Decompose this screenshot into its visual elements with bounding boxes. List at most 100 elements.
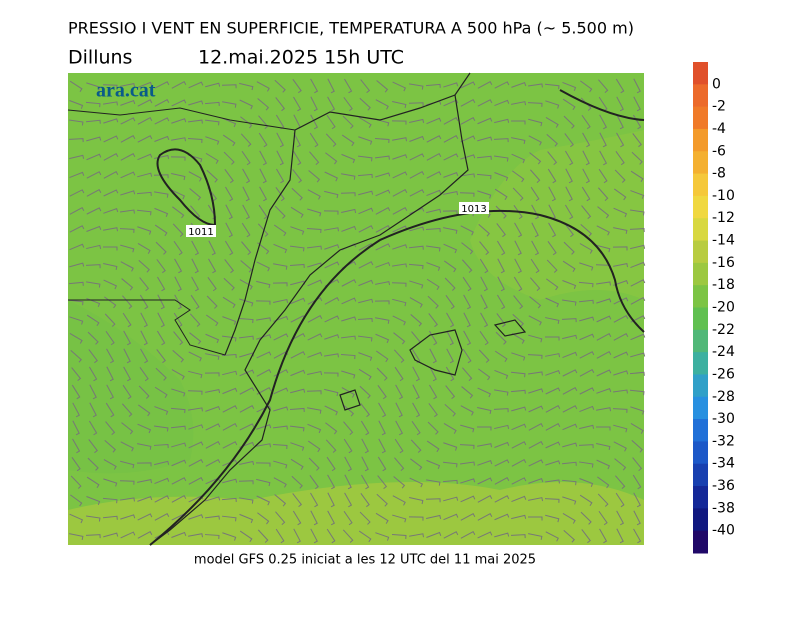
wind-barb [224, 240, 234, 256]
wind-barb [480, 276, 488, 292]
wind-barb [205, 353, 220, 360]
wind-barb [599, 132, 607, 148]
wind-barb [358, 298, 374, 304]
wind-barb [495, 331, 507, 345]
wind-barb [171, 118, 187, 124]
colorbar-segment [693, 128, 708, 152]
wind-barb [358, 136, 373, 145]
wind-barb [205, 388, 221, 394]
colorbar-tick-label: -20 [712, 300, 735, 316]
wind-barb [392, 514, 407, 523]
wind-barb [530, 258, 540, 274]
wind-barb [205, 314, 219, 327]
wind-barb [171, 172, 186, 181]
wind-barb [103, 208, 119, 214]
wind-barb [445, 295, 455, 310]
wind-barb [562, 299, 577, 306]
wind-barb [273, 477, 287, 488]
colorbar-tick-label: 0 [712, 76, 721, 92]
wind-barb [375, 99, 389, 110]
wind-barb [392, 263, 407, 268]
wind-barb [69, 225, 85, 233]
colorbar-segment [693, 329, 708, 353]
wind-barb [137, 242, 151, 254]
wind-barb [477, 80, 493, 89]
wind-barb [494, 350, 508, 363]
wind-barb [375, 512, 389, 524]
wind-barb [69, 119, 84, 126]
wind-barb [613, 351, 629, 359]
wind-barb [309, 475, 319, 490]
wind-barb [460, 98, 476, 107]
wind-barb [273, 333, 289, 341]
wind-barb [443, 117, 459, 125]
wind-barb [528, 334, 543, 343]
wind-barb [342, 404, 355, 417]
wind-barb [343, 421, 354, 435]
wind-barb [392, 171, 408, 179]
wind-barb [443, 227, 458, 234]
wind-barb [120, 514, 136, 520]
wind-barb [596, 350, 612, 359]
wind-barb [324, 297, 340, 305]
wind-barb [477, 136, 493, 142]
wind-barb [462, 276, 472, 292]
wind-barb [256, 280, 271, 289]
wind-barb [88, 439, 98, 454]
wind-barb [477, 513, 493, 521]
wind-barb [343, 97, 353, 112]
wind-barb [275, 187, 285, 202]
wind-barb [529, 152, 542, 165]
wind-barb [596, 333, 612, 341]
wind-barb [86, 225, 102, 232]
wind-barb [103, 279, 118, 290]
colorbar-segment [693, 262, 708, 286]
wind-barb [257, 223, 269, 237]
wind-barb [206, 295, 218, 309]
wind-barb [120, 153, 136, 161]
wind-barb [120, 190, 136, 196]
wind-barb [562, 280, 577, 289]
wind-barb [494, 155, 509, 162]
wind-barb [408, 102, 424, 107]
wind-barb [257, 512, 270, 525]
wind-barb [562, 351, 578, 359]
wind-barb [340, 192, 356, 197]
wind-barb [255, 300, 271, 305]
wind-barb [273, 224, 287, 237]
wind-barb [375, 317, 390, 324]
wind-barb [562, 423, 578, 431]
wind-barb [580, 511, 592, 525]
wind-barb [544, 336, 560, 341]
wind-barb [239, 387, 255, 395]
wind-barb [170, 407, 186, 414]
wind-barb [85, 119, 101, 124]
wind-barb [477, 99, 493, 107]
wind-barb [155, 241, 167, 255]
wind-barb [86, 314, 100, 327]
wind-barb [599, 114, 608, 130]
wind-barb [154, 477, 170, 485]
wind-barb [122, 312, 132, 328]
wind-barb [545, 404, 561, 413]
wind-barb [121, 278, 134, 291]
wind-barb [528, 83, 543, 88]
wind-barb [307, 208, 322, 217]
wind-barb [69, 262, 85, 268]
wind-barb [375, 532, 390, 541]
wind-barb [204, 119, 220, 126]
wind-barb [562, 386, 578, 395]
wind-barb [173, 331, 184, 346]
wind-barb [325, 152, 338, 165]
wind-barb [443, 531, 459, 539]
wind-barb [69, 316, 84, 325]
wind-barb [239, 369, 255, 377]
wind-barb [137, 153, 153, 161]
wind-barb [460, 81, 476, 89]
wind-barb [391, 120, 407, 125]
wind-barb [221, 84, 237, 89]
wind-barb [633, 78, 641, 94]
wind-barb [615, 492, 625, 508]
wind-barb [122, 295, 133, 309]
wind-barb [393, 332, 406, 345]
